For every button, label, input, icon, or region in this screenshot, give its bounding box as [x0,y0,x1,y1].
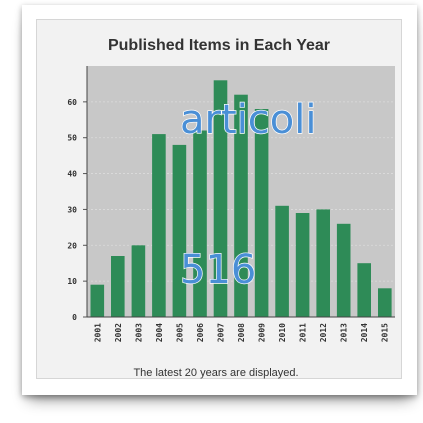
bar-2009 [254,109,269,317]
y-tick-label: 40 [67,170,77,179]
bars [90,80,392,317]
y-tick-label: 50 [67,134,77,143]
x-tick-label: 2004 [155,323,164,342]
x-tick-label: 2010 [278,323,287,342]
axes [86,66,395,318]
x-tick-label: 2014 [360,323,369,342]
bar-2010 [275,205,289,317]
y-tick-label: 0 [72,313,77,322]
x-tick-label: 2015 [381,323,390,342]
published-items-chart: Published Items in Each Year 0 10 20 30 40 50… [67,37,395,379]
bar-2005 [172,144,187,317]
x-tick-label: 2006 [196,323,205,342]
y-tick-label: 20 [67,241,77,250]
bar-2012 [316,209,330,317]
x-tick-label: 2007 [217,323,226,342]
bar-2002 [111,256,125,317]
x-tick-label: 2013 [340,323,349,342]
y-tick-label: 10 [67,277,77,286]
x-tick-label: 2012 [319,323,328,342]
x-tick-label: 2003 [134,323,143,342]
bar-2013 [336,223,351,317]
x-tick-label: 2005 [175,323,184,342]
bar-2011 [295,213,310,317]
x-tick-label: 2011 [299,323,308,342]
bar-2001 [90,284,105,317]
x-tick-label: 2002 [114,323,123,342]
bar-2014 [357,263,371,317]
bar-2003 [131,245,146,317]
chart-footnote: The latest 20 years are displayed. [133,367,298,379]
y-tick-labels: 0 10 20 30 40 50 60 [67,98,77,322]
bar-2004 [152,134,166,317]
bar-2008 [234,94,248,317]
bar-2015 [378,288,392,317]
x-tick-label: 2001 [93,323,102,342]
x-tick-labels: 2001 2002 2003 2004 2005 2006 2007 2008 2009 2010… [93,323,389,342]
chart-panel: Published Items in Each Year 0 10 20 30 40 50… [36,19,402,379]
bar-2006 [193,130,207,317]
x-tick-label: 2008 [237,323,246,342]
x-tick-label: 2009 [258,323,267,342]
y-tick-label: 60 [67,98,77,107]
y-tick-label: 30 [67,205,77,214]
chart-title: Published Items in Each Year [108,37,330,54]
bar-2007 [213,80,228,317]
screenshot-photo: Published Items in Each Year 0 10 20 30 40 50… [22,5,417,395]
